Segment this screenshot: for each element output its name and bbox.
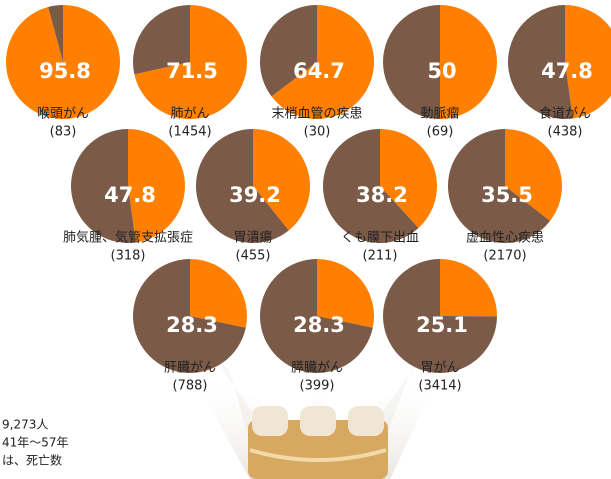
slice-value-label: 95.8 bbox=[39, 59, 91, 83]
pie-slice bbox=[190, 259, 247, 328]
pie-title: 肺気腫、気管支拡張症 bbox=[63, 230, 193, 246]
pie-slice bbox=[383, 5, 440, 119]
slice-value-label: 64.7 bbox=[293, 59, 345, 83]
pie-subtitle: (1454) bbox=[168, 125, 211, 140]
pie-chart: 50 動脈瘤 (69) bbox=[383, 5, 497, 140]
pie-slice bbox=[565, 5, 611, 119]
pie-chart: 64.7 末梢血管の疾患 (30) bbox=[260, 5, 374, 140]
footnote-line: 41年〜57年 bbox=[2, 436, 69, 450]
pie-subtitle: (83) bbox=[50, 125, 77, 140]
pie-slice bbox=[380, 129, 438, 229]
pie-subtitle: (30) bbox=[304, 125, 331, 140]
pie-slice bbox=[505, 129, 562, 221]
pie-slice bbox=[133, 259, 246, 373]
pie-slice bbox=[382, 259, 497, 374]
pie-title: 膵臓がん bbox=[291, 361, 343, 376]
footnote: 9,273人 41年〜57年 は、死亡数 bbox=[2, 418, 69, 468]
pie-title: 虚血性心疾患 bbox=[466, 231, 544, 246]
pie-slice bbox=[317, 259, 374, 328]
pie-chart: 39.2 胃潰瘍 (455) bbox=[196, 129, 311, 264]
pie-title: 末梢血管の疾患 bbox=[271, 107, 362, 122]
pie-title: 胃潰瘍 bbox=[233, 230, 272, 246]
pie-slice bbox=[440, 259, 497, 317]
pie-chart: 95.8 喉頭がん (83) bbox=[6, 5, 121, 140]
pie-subtitle: (2170) bbox=[483, 249, 526, 264]
pie-slice bbox=[133, 5, 190, 75]
pie-title: くも膜下出血 bbox=[341, 231, 419, 246]
slice-value-label: 50 bbox=[427, 59, 456, 83]
slice-value-label: 39.2 bbox=[229, 183, 281, 207]
pie-slice bbox=[271, 5, 374, 119]
pie-chart: 35.5 虚血性心疾患 (2170) bbox=[447, 129, 562, 264]
pie-subtitle: (3414) bbox=[418, 379, 461, 394]
pie-subtitle: (455) bbox=[236, 249, 271, 264]
pie-chart: 47.8 食道がん (438) bbox=[508, 5, 611, 140]
pie-slice bbox=[508, 5, 573, 119]
pie-slice bbox=[323, 129, 419, 243]
pie-chart: 25.1 胃がん (3414) bbox=[382, 259, 497, 394]
slice-value-label: 38.2 bbox=[356, 183, 408, 207]
pie-slice bbox=[48, 5, 63, 62]
pie-title: 肝臓がん bbox=[164, 361, 216, 376]
pie-slice bbox=[134, 5, 248, 119]
slice-value-label: 28.3 bbox=[293, 313, 345, 337]
pie-subtitle: (211) bbox=[363, 249, 398, 264]
slice-value-label: 28.3 bbox=[166, 313, 218, 337]
pie-title: 食道がん bbox=[539, 106, 591, 122]
pie-chart: 28.3 肝臓がん (788) bbox=[133, 259, 247, 394]
slice-value-label: 35.5 bbox=[481, 183, 533, 207]
pie-chart: 38.2 くも膜下出血 (211) bbox=[323, 129, 438, 264]
pie-slice bbox=[440, 5, 497, 119]
pie-slice bbox=[447, 129, 551, 243]
footnote-line: 9,273人 bbox=[2, 418, 48, 432]
pie-subtitle: (69) bbox=[427, 125, 454, 140]
slice-value-label: 47.8 bbox=[104, 183, 156, 207]
pie-chart: 47.8 肺気腫、気管支拡張症 (318) bbox=[63, 129, 193, 264]
slice-value-label: 25.1 bbox=[416, 313, 468, 337]
pie-subtitle: (399) bbox=[300, 379, 335, 394]
pie-slice bbox=[128, 129, 185, 243]
pie-title: 胃がん bbox=[420, 361, 459, 376]
pie-title: 動脈瘤 bbox=[420, 106, 459, 122]
pie-title: 肺がん bbox=[170, 107, 209, 122]
pie-slice bbox=[196, 129, 289, 243]
pie-subtitle: (438) bbox=[548, 125, 583, 140]
pie-subtitle: (788) bbox=[173, 379, 208, 394]
slice-value-label: 71.5 bbox=[166, 59, 218, 83]
pie-subtitle: (318) bbox=[111, 249, 146, 264]
footnote-line: は、死亡数 bbox=[2, 453, 62, 468]
pie-title: 喉頭がん bbox=[37, 107, 89, 122]
pie-slice bbox=[253, 129, 311, 231]
pie-chart: 71.5 肺がん (1454) bbox=[133, 5, 248, 140]
pie-slice bbox=[260, 5, 317, 97]
slice-value-label: 47.8 bbox=[541, 59, 593, 83]
pie-slice bbox=[70, 129, 136, 244]
pie-chart: 28.3 膵臓がん (399) bbox=[260, 259, 374, 394]
pie-slice bbox=[260, 259, 373, 373]
